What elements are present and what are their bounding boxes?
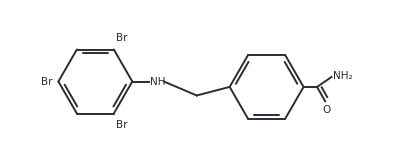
Text: O: O — [322, 105, 330, 115]
Text: NH: NH — [150, 77, 166, 87]
Text: Br: Br — [116, 33, 128, 43]
Text: Br: Br — [116, 120, 128, 130]
Text: NH₂: NH₂ — [333, 71, 353, 81]
Text: Br: Br — [41, 77, 53, 87]
